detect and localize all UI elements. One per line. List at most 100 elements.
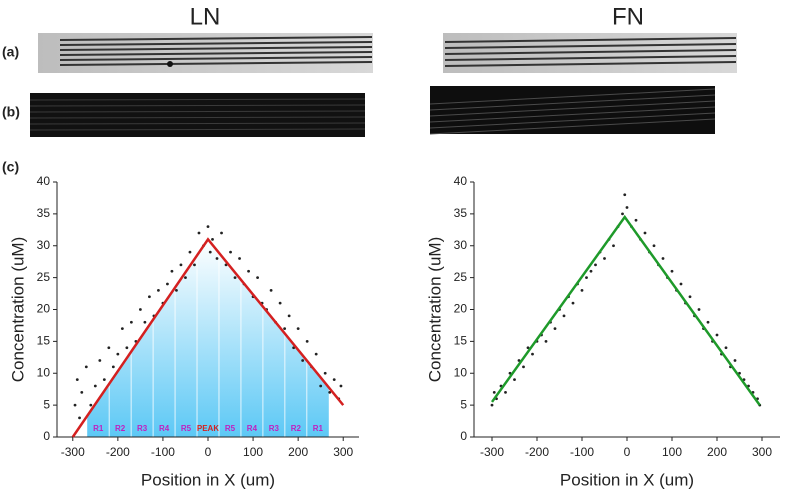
data-point <box>111 365 115 369</box>
chart-title: LN <box>190 3 221 30</box>
data-point <box>220 231 223 235</box>
y-tick-label: 0 <box>43 429 50 443</box>
region-label: R3 <box>269 424 280 433</box>
region-label: PEAK <box>197 424 219 433</box>
data-point <box>80 390 84 394</box>
data-point <box>328 390 332 394</box>
data-point <box>585 276 588 280</box>
plot: R1 R2 R3 R4 R5 PEAK R5 R4 R3 R2 R1 0 5 10 15 20 25 30 35 40… <box>8 174 359 489</box>
region-label: R4 <box>247 424 258 433</box>
data-point <box>634 218 638 222</box>
data-point <box>715 333 719 337</box>
y-tick-label: 10 <box>37 365 51 379</box>
data-point <box>256 276 259 280</box>
fit-line <box>490 214 761 406</box>
data-point <box>125 346 129 350</box>
data-point <box>179 263 183 267</box>
data-point <box>544 339 548 343</box>
data-point <box>84 365 88 369</box>
y-tick-label: 20 <box>454 302 468 316</box>
data-point <box>184 276 187 280</box>
stripes <box>444 37 737 67</box>
y-tick-label: 15 <box>37 334 51 348</box>
region-label: R3 <box>137 424 148 433</box>
x-tick-label: 300 <box>752 445 772 459</box>
data-point <box>247 269 250 273</box>
data-point <box>571 301 575 305</box>
plot: 0 5 10 15 20 25 30 35 40 -300 -200 -100 0 100 200 300 Po… <box>425 174 780 489</box>
region-label: R2 <box>115 424 126 433</box>
y-tick-label: 20 <box>37 302 51 316</box>
region-label: R5 <box>225 424 236 433</box>
data-point <box>238 257 241 260</box>
data-point <box>278 301 282 305</box>
y-axis-label: Concentration (uM) <box>425 237 444 383</box>
data-point <box>148 295 151 299</box>
data-point <box>89 403 93 407</box>
y-tick-label: 30 <box>454 238 468 252</box>
data-point <box>652 244 656 248</box>
stripes <box>59 36 373 66</box>
spot <box>167 61 173 67</box>
x-tick-label: -300 <box>61 445 85 459</box>
data-point <box>490 403 494 407</box>
region-label: R1 <box>93 424 104 433</box>
x-tick-label: 0 <box>624 445 631 459</box>
image-a-fn <box>443 33 737 73</box>
data-point <box>332 378 336 382</box>
image-b-fn <box>429 86 716 135</box>
data-point <box>129 320 133 324</box>
y-tick-label: 30 <box>37 238 51 252</box>
y-tick-label: 35 <box>37 206 51 220</box>
data-point <box>170 269 174 273</box>
data-point <box>283 327 287 331</box>
stripes <box>429 88 716 135</box>
data-point <box>724 346 728 350</box>
data-point <box>623 193 627 197</box>
region-label: R4 <box>159 424 170 433</box>
x-tick-label: 100 <box>662 445 682 459</box>
data-point <box>621 212 624 216</box>
data-point <box>517 359 521 362</box>
data-point <box>233 276 237 280</box>
data-point <box>504 390 507 394</box>
y-tick-label: 5 <box>460 397 467 411</box>
data-point <box>553 327 557 331</box>
data-point <box>143 320 147 324</box>
data-point <box>603 257 606 260</box>
data-point <box>157 288 160 292</box>
x-tick-label: -200 <box>106 445 130 459</box>
x-tick-label: -300 <box>480 445 504 459</box>
data-point <box>98 359 102 362</box>
x-tick-label: 200 <box>288 445 308 459</box>
data-point <box>78 416 81 420</box>
data-point <box>197 231 201 235</box>
panel-label: (c) <box>2 159 19 175</box>
data-point <box>612 244 615 248</box>
chart-title: FN <box>612 3 644 30</box>
data-point <box>269 288 273 292</box>
x-tick-label: 300 <box>333 445 353 459</box>
data-point <box>211 237 214 241</box>
shaded-area <box>87 239 329 437</box>
data-point <box>580 288 584 292</box>
image-a-ln <box>38 33 373 73</box>
x-tick-label: -200 <box>525 445 549 459</box>
data-point <box>175 288 178 292</box>
y-tick-label: 25 <box>37 270 51 284</box>
region-label: R1 <box>313 424 324 433</box>
data-point <box>301 359 305 362</box>
data-point <box>562 314 566 318</box>
data-point <box>93 384 97 388</box>
x-axis-label: Position in X (um) <box>141 470 275 489</box>
data-point <box>296 327 300 331</box>
data-point <box>102 378 106 382</box>
x-tick-label: 100 <box>243 445 263 459</box>
data-point <box>138 308 142 311</box>
data-point <box>73 403 77 407</box>
data-point <box>697 308 701 311</box>
y-tick-label: 5 <box>43 397 50 411</box>
data-point <box>594 263 597 267</box>
panel-label: (a) <box>2 44 19 60</box>
data-point <box>526 346 530 350</box>
